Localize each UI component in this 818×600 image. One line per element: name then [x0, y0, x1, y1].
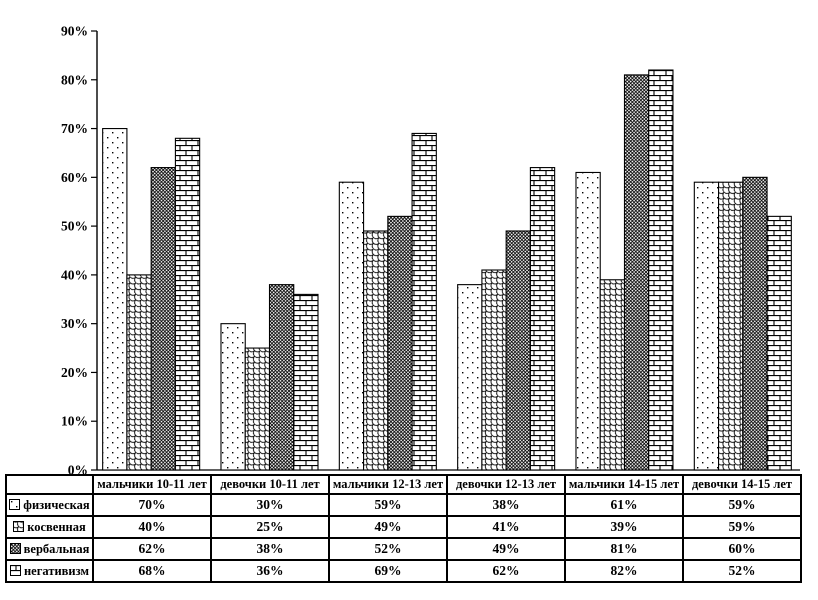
value-cell: 38%: [210, 537, 330, 561]
value-cell: 49%: [328, 515, 448, 539]
bars-layer: [102, 69, 792, 471]
y-axis-tick-label: 80%: [61, 72, 88, 87]
value-cell: 52%: [328, 537, 448, 561]
table-header-row: мальчики 10-11 лет девочки 10-11 лет мал…: [5, 474, 802, 495]
value-cell: 70%: [92, 493, 212, 517]
table-row-verbal: вербальная 62% 38% 52% 49% 81% 60%: [5, 537, 802, 561]
bar-dots-group-2: [220, 323, 246, 471]
bar-weave-group-6: [718, 181, 744, 471]
value-cell: 39%: [564, 515, 684, 539]
bar-dots-group-4: [457, 284, 483, 471]
bar-weave-group-5: [599, 279, 626, 471]
bar-crosshatch-group-1: [150, 167, 176, 471]
bar-brick-group-6: [766, 215, 792, 471]
value-cell: 59%: [682, 515, 802, 539]
table-corner-cell: [5, 474, 94, 495]
bar-weave-group-3: [363, 230, 389, 471]
y-axis-tick-label: 70%: [61, 121, 88, 136]
value-cell: 62%: [92, 537, 212, 561]
value-cell: 59%: [328, 493, 448, 517]
data-table: мальчики 10-11 лет девочки 10-11 лет мал…: [5, 474, 802, 583]
bar-weave-group-2: [244, 347, 271, 471]
category-header: мальчики 10-11 лет: [92, 474, 212, 495]
table-row-negativism: негативизм 68% 36% 69% 62% 82% 52%: [5, 559, 802, 583]
y-axis-tick-label: 0%: [68, 463, 88, 478]
bar-brick-group-2: [293, 293, 319, 471]
crosshatch-pattern-swatch-icon: [9, 542, 21, 554]
bar-weave-group-4: [481, 269, 507, 471]
table-row-indirect: косвенная 40% 25% 49% 41% 39% 59%: [5, 515, 802, 539]
bar-brick-group-4: [529, 167, 556, 471]
value-cell: 30%: [210, 493, 330, 517]
bar-brick-group-1: [174, 137, 201, 471]
value-cell: 82%: [564, 559, 684, 583]
y-axis-tick-label: 50%: [61, 219, 88, 234]
weave-pattern-swatch-icon: [13, 520, 25, 532]
bar-crosshatch-group-5: [623, 74, 650, 471]
y-axis-tick-label: 60%: [61, 170, 88, 185]
value-cell: 62%: [446, 559, 566, 583]
bar-brick-group-3: [411, 132, 437, 471]
series-label: физическая: [23, 497, 90, 512]
value-cell: 40%: [92, 515, 212, 539]
bar-crosshatch-group-4: [505, 230, 531, 471]
legend-cell-physical: физическая: [5, 493, 94, 517]
value-cell: 59%: [682, 493, 802, 517]
bar-dots-group-5: [575, 171, 601, 471]
bar-weave-group-1: [126, 274, 152, 471]
bar-chart-plot: 0% 10% 20% 30% 40% 50% 60% 70% 80% 90%: [61, 24, 800, 478]
bar-crosshatch-group-2: [268, 284, 295, 471]
table-row-physical: физическая 70% 30% 59% 38% 61% 59%: [5, 493, 802, 517]
bar-crosshatch-group-6: [742, 176, 768, 471]
value-cell: 69%: [328, 559, 448, 583]
dots-pattern-swatch-icon: [9, 498, 21, 510]
y-axis-tick-label: 10%: [61, 414, 88, 429]
y-axis-tick-label: 20%: [61, 365, 88, 380]
bar-dots-group-1: [102, 128, 128, 471]
category-header: девочки 10-11 лет: [210, 474, 330, 495]
value-cell: 68%: [92, 559, 212, 583]
value-cell: 52%: [682, 559, 802, 583]
bar-dots-group-6: [693, 181, 720, 471]
series-label: негативизм: [23, 563, 89, 578]
y-axis-tick-label: 90%: [61, 24, 88, 39]
value-cell: 60%: [682, 537, 802, 561]
bar-brick-group-5: [648, 69, 674, 471]
y-axis-tick-label: 30%: [61, 316, 88, 331]
legend-cell-verbal: вербальная: [5, 537, 94, 561]
category-header: девочки 12-13 лет: [446, 474, 566, 495]
y-axis-tick-label: 40%: [61, 267, 88, 282]
value-cell: 49%: [446, 537, 566, 561]
category-header: девочки 14-15 лет: [682, 474, 802, 495]
legend-cell-indirect: косвенная: [5, 515, 94, 539]
legend-cell-negativism: негативизм: [5, 559, 94, 583]
brick-pattern-swatch-icon: [9, 564, 21, 576]
value-cell: 81%: [564, 537, 684, 561]
bar-dots-group-3: [338, 181, 365, 471]
value-cell: 61%: [564, 493, 684, 517]
axis-layer: 0% 10% 20% 30% 40% 50% 60% 70% 80% 90%: [61, 24, 800, 478]
category-header: мальчики 12-13 лет: [328, 474, 448, 495]
category-header: мальчики 14-15 лет: [564, 474, 684, 495]
series-label: косвенная: [27, 519, 86, 534]
value-cell: 36%: [210, 559, 330, 583]
bar-crosshatch-group-3: [387, 215, 413, 471]
value-cell: 38%: [446, 493, 566, 517]
series-label: вербальная: [23, 541, 90, 556]
value-cell: 41%: [446, 515, 566, 539]
value-cell: 25%: [210, 515, 330, 539]
